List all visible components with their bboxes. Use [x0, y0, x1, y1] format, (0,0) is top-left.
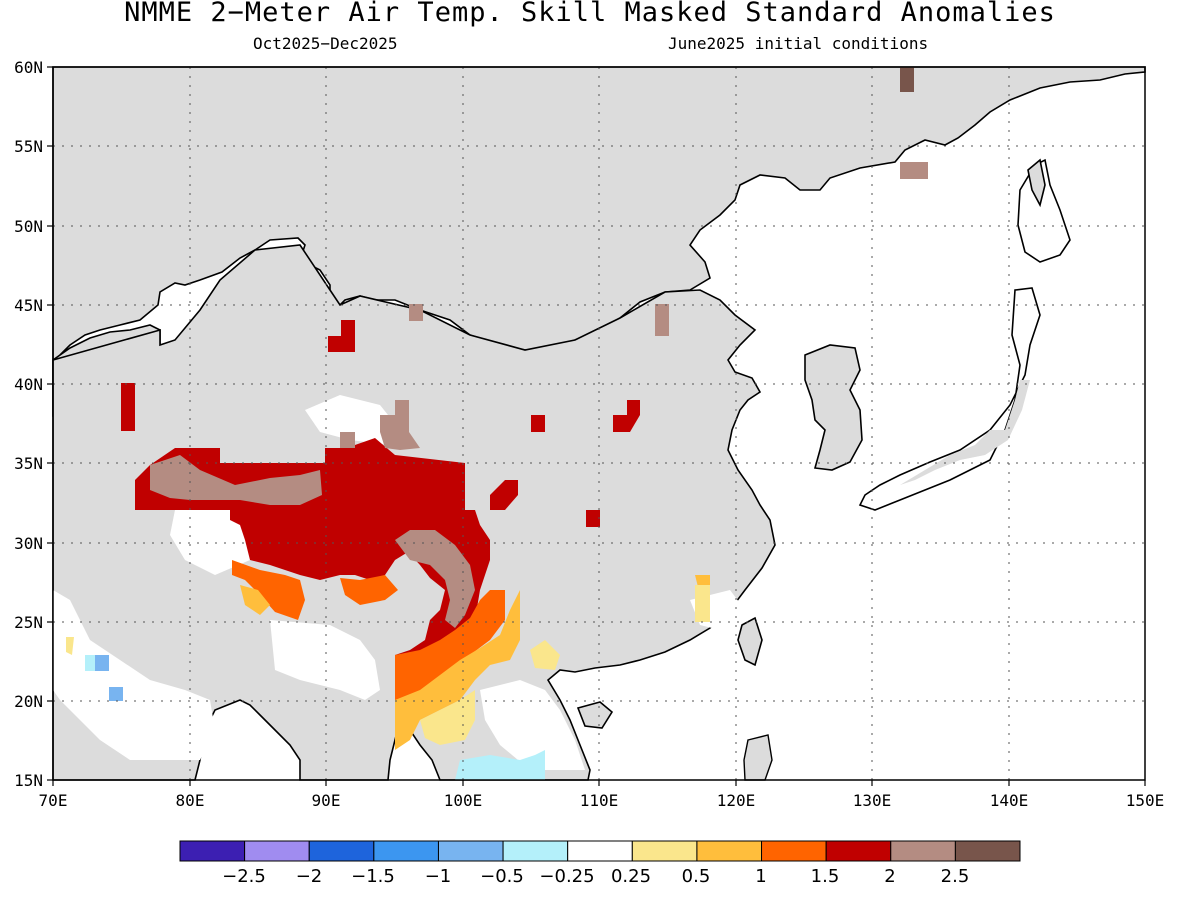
colorbar-swatch: [696, 840, 763, 862]
map-gridlines: [53, 67, 1145, 780]
anomaly-0.25-0.5: [420, 690, 475, 745]
anomaly-patches: [66, 67, 928, 780]
anomaly-0.5-1: [240, 585, 270, 615]
colorbar-swatch: [825, 840, 892, 862]
lat-label: 55N: [14, 137, 43, 156]
lon-label: 80E: [176, 791, 205, 810]
colorbar-label: −2.5: [222, 866, 266, 887]
axis-ticks: [47, 66, 1146, 786]
colorbar-swatch: [244, 840, 310, 862]
lon-label: 140E: [990, 791, 1029, 810]
lon-label: 110E: [580, 791, 619, 810]
masked-area-se-asia: [480, 680, 585, 770]
lon-label: 120E: [717, 791, 756, 810]
initial-conditions: June2025 initial conditions: [668, 34, 929, 53]
lat-label: 30N: [14, 534, 43, 553]
colorbar: [179, 840, 1021, 862]
map-title: NMME 2−Meter Air Temp. Skill Masked Stan…: [124, 0, 1056, 28]
latitude-labels: 60N 55N 50N 45N 40N 35N 30N 25N 20N 15N: [14, 58, 43, 790]
colorbar-label: 2.5: [941, 866, 970, 887]
colorbar-swatch: [890, 840, 956, 862]
colorbar-swatch: [761, 840, 827, 862]
anomaly-1.5-2: [613, 400, 640, 432]
anomaly-neg-1-neg-0.5: [93, 655, 109, 671]
anomaly-1-1.5: [340, 575, 398, 605]
anomaly-2-2.5-tibet: [150, 455, 322, 505]
colorbar-swatch: [437, 840, 504, 862]
lon-label: 130E: [853, 791, 892, 810]
colorbar-labels: −2.5 −2 −1.5 −1 −0.5 −0.25 0.25 0.5 1 1.…: [222, 866, 969, 887]
map-panel: [52, 66, 1146, 781]
anomaly-2-2.5: [340, 400, 420, 450]
lat-label: 35N: [14, 454, 43, 473]
masked-area-bay: [270, 620, 380, 700]
anomaly-2-2.5: [409, 304, 423, 321]
anomaly-1.5-2: [586, 510, 600, 527]
colorbar-label: −1.5: [351, 866, 395, 887]
lon-label: 90E: [312, 791, 341, 810]
lon-label: 70E: [39, 791, 68, 810]
anomaly-neg-1-neg-0.5: [109, 687, 123, 701]
anomaly-0.25-0.5: [695, 585, 710, 622]
colorbar-label: 0.25: [611, 866, 651, 887]
colorbar-swatch: [954, 840, 1021, 862]
lon-label: 150E: [1126, 791, 1165, 810]
forecast-period: Oct2025−Dec2025: [253, 34, 398, 53]
colorbar-swatch: [308, 840, 375, 862]
anomaly-1.5-2: [490, 480, 518, 510]
anomaly-2-2.5: [655, 304, 669, 336]
colorbar-label: 1: [755, 866, 766, 887]
lat-label: 60N: [14, 58, 43, 77]
lat-label: 50N: [14, 217, 43, 236]
land-hainan: [576, 701, 614, 729]
colorbar-swatch: [179, 840, 246, 862]
lat-label: 40N: [14, 375, 43, 394]
anomaly-0.5-1: [395, 590, 520, 750]
anomaly-0.25-0.5: [66, 637, 74, 655]
lat-label: 15N: [14, 771, 43, 790]
anomaly-neg-0.5-neg-0.25: [455, 750, 545, 780]
masked-area-india: [53, 590, 215, 760]
colorbar-label: −1: [425, 866, 452, 887]
anomaly-neg-0.5-neg-0.25: [85, 655, 95, 671]
anomaly-0.25-0.5: [530, 640, 560, 670]
colorbar-label: 0.5: [682, 866, 711, 887]
colorbar-swatch: [502, 840, 569, 862]
land-sakhalin: [1027, 158, 1046, 208]
lat-label: 25N: [14, 613, 43, 632]
anomaly-gt-2.5: [900, 67, 914, 92]
anomaly-1-1.5: [232, 560, 305, 620]
colorbar-swatch: [373, 840, 439, 862]
anomaly-1.5-2: [121, 383, 135, 431]
anomaly-1.5-2: [328, 320, 355, 352]
colorbar-label: −0.5: [480, 866, 524, 887]
lon-label: 100E: [444, 791, 483, 810]
anomaly-2-2.5: [900, 162, 928, 179]
lat-label: 45N: [14, 296, 43, 315]
masked-area-tianshan: [305, 395, 400, 445]
longitude-labels: 70E 80E 90E 100E 110E 120E 130E 140E 150…: [39, 791, 1165, 810]
anomaly-1-1.5: [395, 590, 505, 700]
land-luzon: [743, 734, 773, 781]
colorbar-label: 2: [884, 866, 895, 887]
colorbar-label: −0.25: [539, 866, 594, 887]
colorbar-label: 1.5: [811, 866, 840, 887]
colorbar-swatch: [567, 840, 633, 862]
colorbar-swatch: [631, 840, 698, 862]
anomaly-1.5-2: [531, 415, 545, 432]
anomaly-2-2.5: [395, 530, 475, 628]
colorbar-label: −2: [296, 866, 323, 887]
land-japan-honshu-gray: [900, 380, 1030, 485]
land-korea: [804, 344, 863, 471]
lat-label: 20N: [14, 692, 43, 711]
land-taiwan: [737, 616, 763, 667]
